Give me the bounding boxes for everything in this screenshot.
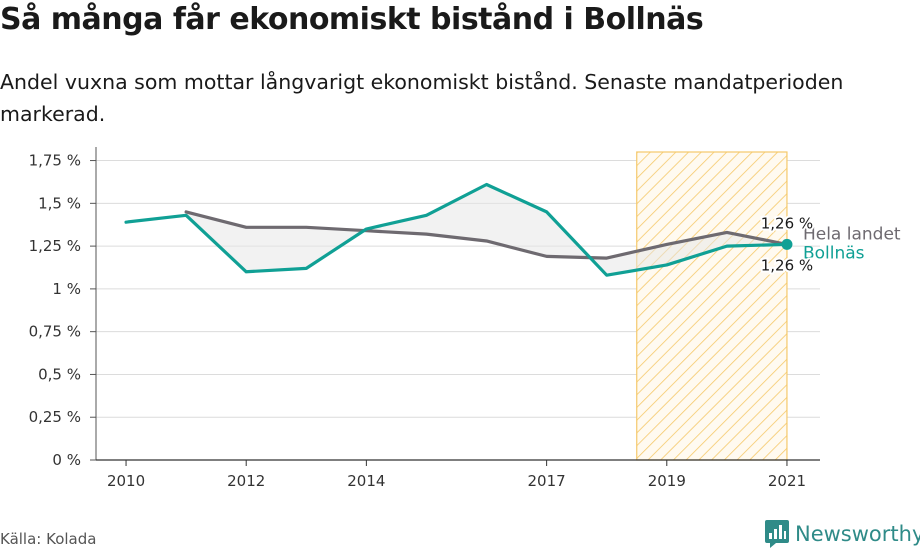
source-note: Källa: Kolada	[0, 530, 97, 548]
chart-subtitle: Andel vuxna som mottar långvarigt ekonom…	[0, 70, 844, 126]
y-tick-label: 1,75 %	[29, 152, 81, 170]
series-label: Hela landet	[803, 224, 901, 244]
highlight-period	[636, 151, 788, 461]
y-tick-label: 0,5 %	[38, 365, 81, 383]
y-tick-label: 0,25 %	[29, 408, 81, 426]
data-label: 1,26 %	[761, 214, 813, 232]
y-tick-label: 0,75 %	[29, 323, 81, 341]
y-tick-label: 0 %	[52, 451, 81, 469]
y-tick-label: 1 %	[52, 280, 81, 298]
series-line	[124, 182, 789, 277]
series-label: Bollnäs	[803, 243, 865, 263]
brand-name: Newsworthy	[795, 522, 920, 546]
x-tick-label: 2021	[768, 472, 806, 490]
x-tick-label: 2010	[107, 472, 145, 490]
newsworthy-icon	[765, 520, 789, 548]
chart-title: Så många får ekonomiskt bistånd i Bollnä…	[0, 2, 704, 37]
y-tick-label: 1,25 %	[29, 237, 81, 255]
series-line	[184, 210, 789, 260]
x-tick-label: 2014	[347, 472, 385, 490]
data-point	[781, 238, 793, 250]
y-tick-label: 1,5 %	[38, 194, 81, 212]
brand-logo: Newsworthy	[764, 519, 920, 549]
data-label: 1,26 %	[761, 256, 813, 274]
x-tick-label: 2017	[528, 472, 566, 490]
x-tick-label: 2012	[227, 472, 265, 490]
x-tick-label: 2019	[648, 472, 686, 490]
